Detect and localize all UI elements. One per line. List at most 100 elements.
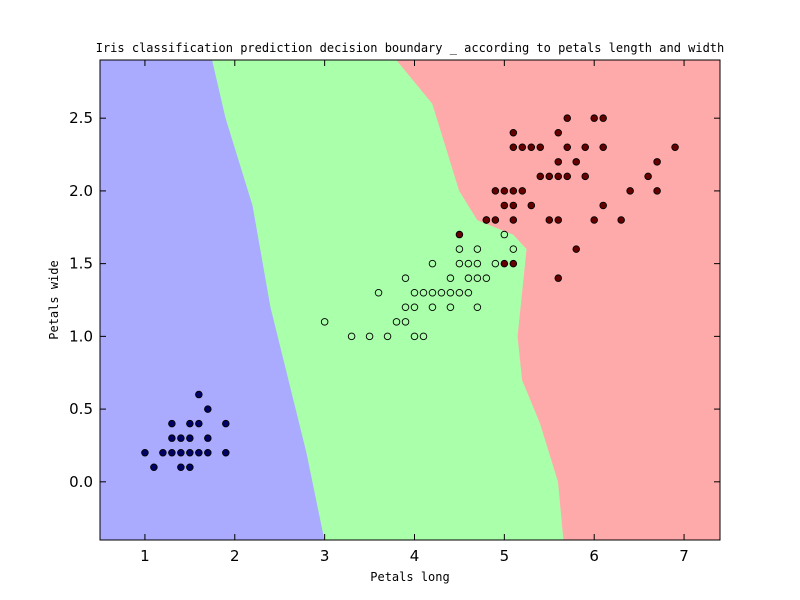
x-tick-label: 5 bbox=[500, 547, 510, 565]
data-point-class-2 bbox=[572, 158, 580, 166]
data-point-class-0 bbox=[168, 448, 176, 457]
y-tick-label: 0.0 bbox=[69, 473, 93, 491]
data-point-class-2 bbox=[626, 187, 634, 195]
data-point-class-0 bbox=[222, 419, 230, 428]
data-point-class-0 bbox=[204, 448, 212, 457]
data-point-class-2 bbox=[590, 216, 598, 224]
data-point-class-1 bbox=[446, 274, 455, 282]
data-point-class-2 bbox=[617, 216, 625, 224]
data-point-class-1 bbox=[401, 318, 410, 326]
x-tick-label: 2 bbox=[230, 547, 240, 565]
data-point-class-2 bbox=[518, 187, 527, 195]
data-point-class-1 bbox=[410, 303, 419, 312]
data-point-class-1 bbox=[464, 288, 473, 297]
x-tick-label: 3 bbox=[320, 547, 330, 565]
data-point-class-1 bbox=[473, 245, 482, 253]
data-point-class-2 bbox=[554, 216, 563, 224]
data-point-class-2 bbox=[545, 216, 554, 224]
x-tick-label: 6 bbox=[589, 547, 599, 565]
data-point-class-2 bbox=[563, 143, 572, 152]
data-point-class-0 bbox=[177, 448, 185, 457]
data-point-class-2 bbox=[509, 187, 518, 195]
data-point-class-2 bbox=[563, 114, 572, 122]
data-point-class-0 bbox=[186, 448, 194, 457]
data-point-class-2 bbox=[500, 259, 509, 268]
data-point-class-1 bbox=[482, 274, 491, 282]
data-point-class-1 bbox=[410, 332, 419, 341]
data-point-class-2 bbox=[599, 114, 607, 122]
data-point-class-1 bbox=[464, 259, 473, 268]
data-point-class-1 bbox=[320, 318, 329, 326]
y-tick-label: 1.0 bbox=[69, 327, 93, 345]
data-point-class-0 bbox=[195, 390, 203, 399]
y-tick-label: 2.0 bbox=[69, 182, 93, 200]
data-point-class-2 bbox=[527, 143, 536, 152]
x-tick-label: 1 bbox=[140, 547, 150, 565]
data-point-class-1 bbox=[473, 274, 482, 282]
data-point-class-2 bbox=[509, 143, 518, 152]
data-point-class-2 bbox=[509, 216, 518, 224]
data-point-class-0 bbox=[150, 463, 158, 472]
scatter-points bbox=[141, 114, 679, 472]
data-point-class-2 bbox=[455, 230, 464, 239]
data-point-class-2 bbox=[482, 216, 491, 224]
data-point-class-0 bbox=[168, 434, 176, 442]
data-point-class-1 bbox=[383, 332, 392, 341]
data-point-class-1 bbox=[473, 303, 482, 312]
data-point-class-2 bbox=[518, 143, 527, 152]
data-point-class-0 bbox=[204, 405, 212, 413]
data-point-class-2 bbox=[527, 201, 536, 210]
data-point-class-2 bbox=[509, 128, 518, 137]
data-point-class-0 bbox=[159, 448, 167, 457]
data-point-class-2 bbox=[671, 143, 679, 152]
data-point-class-1 bbox=[347, 332, 356, 341]
data-point-class-2 bbox=[536, 172, 545, 181]
data-point-class-1 bbox=[419, 332, 428, 341]
y-tick-label: 0.5 bbox=[69, 400, 93, 418]
data-point-class-1 bbox=[428, 303, 437, 312]
data-point-class-2 bbox=[554, 158, 563, 166]
y-tick-label: 1.5 bbox=[69, 255, 93, 273]
data-point-class-1 bbox=[491, 259, 500, 268]
data-point-class-1 bbox=[437, 288, 446, 297]
data-point-class-2 bbox=[491, 216, 500, 224]
data-point-class-1 bbox=[392, 318, 401, 326]
decision-region-class-2 bbox=[396, 60, 720, 540]
data-point-class-2 bbox=[644, 172, 652, 181]
x-axis-ticks: 1 2 3 4 5 6 7 bbox=[140, 60, 689, 565]
data-point-class-2 bbox=[581, 143, 589, 152]
data-point-class-0 bbox=[168, 419, 176, 428]
data-point-class-0 bbox=[222, 448, 230, 457]
data-point-class-2 bbox=[563, 172, 572, 181]
data-point-class-0 bbox=[177, 463, 185, 472]
data-point-class-2 bbox=[581, 172, 589, 181]
x-tick-label: 7 bbox=[679, 547, 689, 565]
data-point-class-1 bbox=[455, 259, 464, 268]
data-point-class-0 bbox=[186, 463, 194, 472]
data-point-class-0 bbox=[195, 448, 203, 457]
data-point-class-1 bbox=[365, 332, 374, 341]
data-point-class-1 bbox=[473, 259, 482, 268]
data-point-class-2 bbox=[554, 128, 563, 137]
data-point-class-1 bbox=[410, 288, 419, 297]
y-axis-ticks: 0.0 0.5 1.0 1.5 2.0 2.5 bbox=[69, 109, 720, 491]
x-axis-label: Petals long bbox=[370, 570, 449, 584]
data-point-class-1 bbox=[374, 288, 383, 297]
data-point-class-2 bbox=[545, 172, 554, 181]
data-point-class-2 bbox=[590, 114, 598, 122]
data-point-class-0 bbox=[186, 434, 194, 442]
data-point-class-1 bbox=[428, 259, 437, 268]
y-tick-label: 2.5 bbox=[69, 109, 93, 127]
data-point-class-1 bbox=[428, 288, 437, 297]
data-point-class-2 bbox=[572, 245, 580, 253]
data-point-class-2 bbox=[554, 172, 563, 181]
data-point-class-2 bbox=[491, 187, 500, 195]
data-point-class-2 bbox=[500, 187, 509, 195]
data-point-class-1 bbox=[509, 245, 518, 253]
data-point-class-1 bbox=[419, 288, 428, 297]
data-point-class-0 bbox=[141, 448, 149, 457]
data-point-class-1 bbox=[446, 303, 455, 312]
decision-regions bbox=[100, 60, 720, 540]
